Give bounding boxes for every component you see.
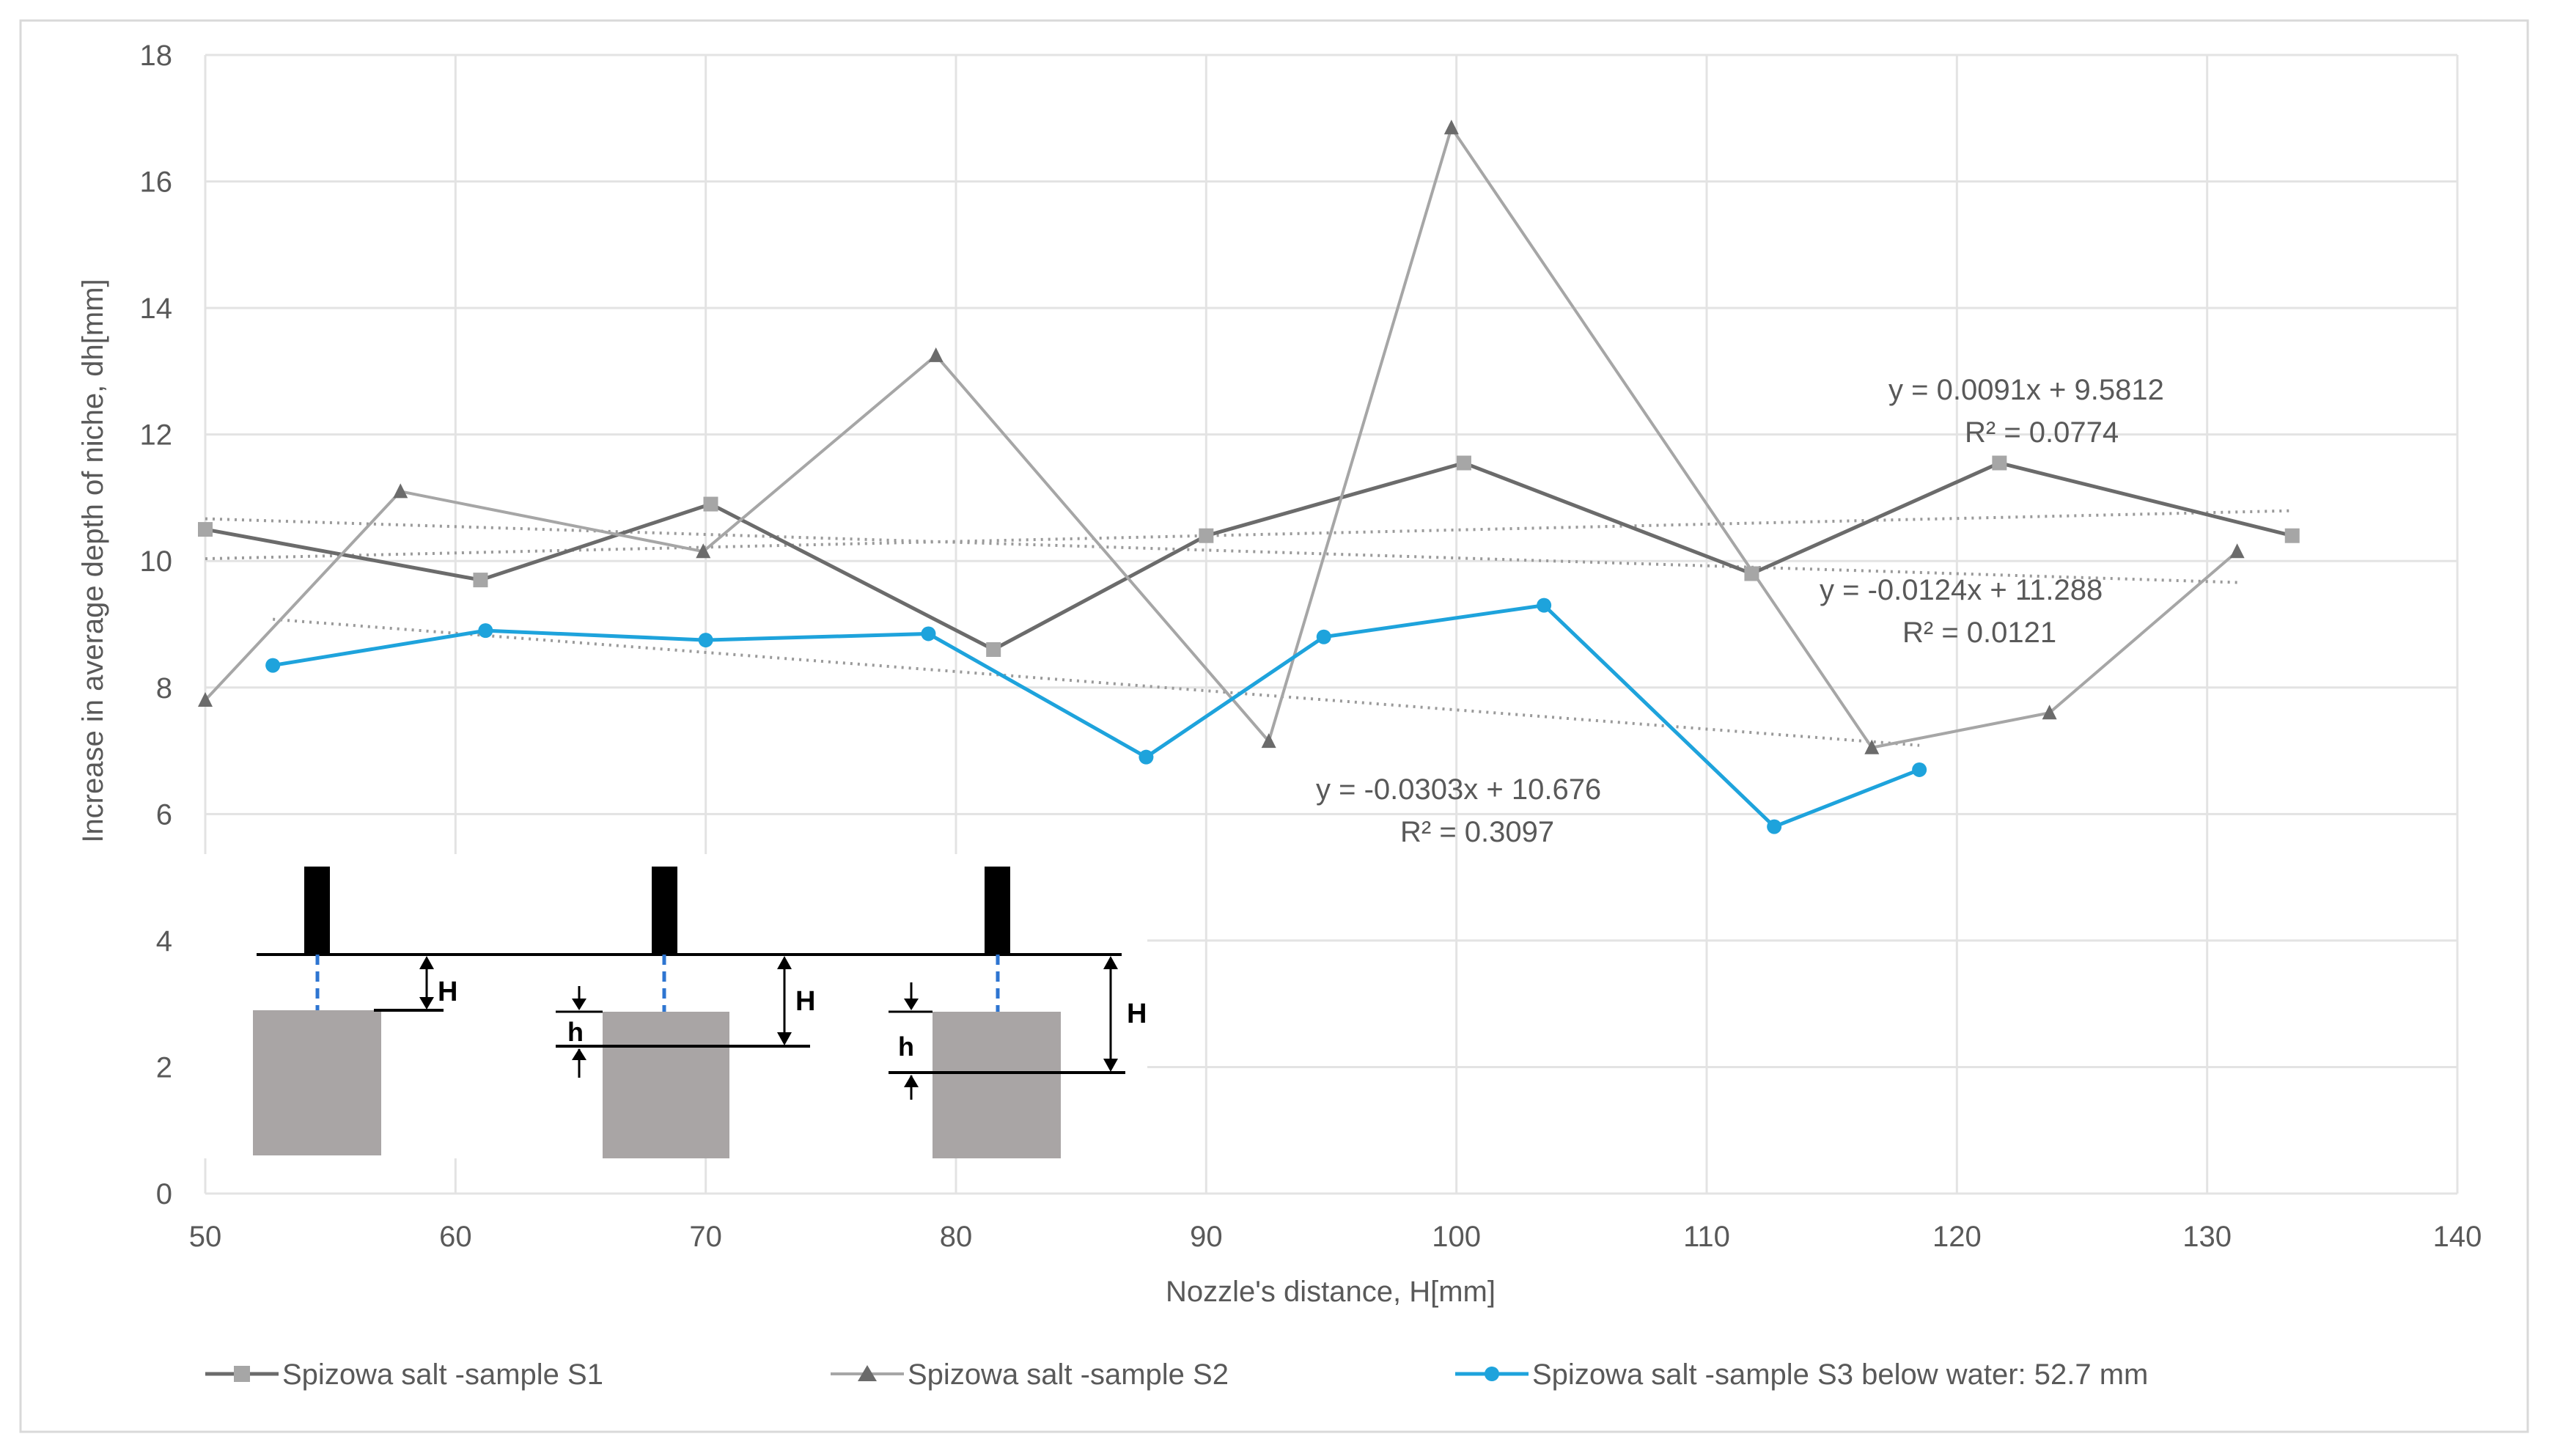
x-tick-label: 110 xyxy=(1683,1221,1730,1253)
x-axis-title: Nozzle's distance, H[mm] xyxy=(1166,1276,1496,1308)
x-tick-label: 140 xyxy=(2433,1221,2482,1253)
trend-s3-equation: y = -0.0303x + 10.676 xyxy=(1316,773,1601,806)
nozzle-1 xyxy=(304,867,330,955)
legend-label-s3: Spizowa salt -sample S3 below water: 52.… xyxy=(1532,1358,2148,1391)
legend-label-s2: Spizowa salt -sample S2 xyxy=(908,1358,1229,1391)
series-s2 xyxy=(198,120,2245,754)
arrow-down-icon xyxy=(572,999,586,1010)
arrow-down-icon xyxy=(1103,1059,1118,1072)
trendline-s2 xyxy=(205,517,2237,584)
data-point-s2[interactable] xyxy=(1261,733,1276,749)
trend-s2-r2: R² = 0.0121 xyxy=(1902,617,2056,649)
legend: Spizowa salt -sample S1 Spizowa salt -sa… xyxy=(205,1358,2148,1391)
arrow-up-icon xyxy=(419,956,434,969)
y-axis-title: Increase in average depth of niche, dh[m… xyxy=(77,279,109,842)
data-point-s3[interactable] xyxy=(1316,629,1331,644)
y-tick-label: 16 xyxy=(140,166,173,199)
y-tick-label: 18 xyxy=(140,40,173,72)
legend-marker-triangle-icon xyxy=(858,1365,877,1381)
x-tick-label: 130 xyxy=(2182,1221,2232,1253)
data-point-s1[interactable] xyxy=(986,642,1001,658)
data-point-s2[interactable] xyxy=(2229,543,2245,559)
arrow-up-icon xyxy=(777,956,792,969)
x-tick-label: 60 xyxy=(439,1221,472,1253)
label-h-3: h xyxy=(898,1032,914,1062)
y-tick-label: 12 xyxy=(140,419,173,452)
data-point-s2[interactable] xyxy=(198,692,213,707)
arrow-down-icon xyxy=(419,997,434,1010)
label-H-3: H xyxy=(1127,999,1147,1029)
x-tick-label: 50 xyxy=(189,1221,222,1253)
series-s3 xyxy=(265,598,1927,834)
salt-sample-2 xyxy=(603,1012,729,1158)
arrow-up-icon xyxy=(572,1048,586,1060)
trend-s1-equation: y = 0.0091x + 9.5812 xyxy=(1888,374,2164,406)
nozzle-2 xyxy=(652,867,677,955)
label-H-1: H xyxy=(438,977,457,1007)
legend-label-s1: Spizowa salt -sample S1 xyxy=(282,1358,603,1391)
data-point-s3[interactable] xyxy=(478,623,493,639)
arrow-down-icon xyxy=(904,999,919,1010)
y-tick-label: 0 xyxy=(156,1178,172,1210)
salt-sample-3 xyxy=(933,1012,1061,1158)
legend-item-s3[interactable]: Spizowa salt -sample S3 below water: 52.… xyxy=(1455,1358,2148,1391)
nozzle-schematic-diagram: H H h H h xyxy=(194,854,1147,1158)
label-h-2: h xyxy=(567,1017,584,1047)
x-tick-label: 80 xyxy=(940,1221,973,1253)
legend-marker-circle-icon xyxy=(1485,1367,1499,1381)
data-point-s1[interactable] xyxy=(1992,455,2007,471)
data-point-s2[interactable] xyxy=(1443,120,1459,135)
trend-s1-r2: R² = 0.0774 xyxy=(1965,416,2119,449)
data-point-s2[interactable] xyxy=(2042,705,2057,720)
y-tick-label: 14 xyxy=(140,293,173,325)
trendline-s1 xyxy=(205,509,2292,561)
y-tick-label: 4 xyxy=(156,925,172,957)
data-point-s2[interactable] xyxy=(928,347,944,362)
data-point-s2[interactable] xyxy=(696,543,711,559)
data-point-s3[interactable] xyxy=(1537,598,1552,613)
legend-item-s1[interactable]: Spizowa salt -sample S1 xyxy=(205,1358,603,1391)
data-point-s3[interactable] xyxy=(265,658,281,673)
x-tick-label: 90 xyxy=(1190,1221,1223,1253)
legend-item-s2[interactable]: Spizowa salt -sample S2 xyxy=(831,1358,1229,1391)
x-tick-label: 70 xyxy=(689,1221,722,1253)
data-point-s2[interactable] xyxy=(393,483,408,499)
data-point-s1[interactable] xyxy=(1456,455,1471,471)
data-point-s1[interactable] xyxy=(1199,528,1214,543)
series-layer xyxy=(198,120,2300,834)
y-tick-label: 8 xyxy=(156,672,172,705)
y-tick-label: 6 xyxy=(156,798,172,831)
arrow-up-icon xyxy=(904,1075,919,1087)
trend-s2-equation: y = -0.0124x + 11.288 xyxy=(1820,574,2103,606)
data-point-s1[interactable] xyxy=(703,496,718,512)
data-point-s1[interactable] xyxy=(473,573,488,588)
trend-s3-r2: R² = 0.3097 xyxy=(1400,816,1554,848)
data-point-s3[interactable] xyxy=(921,626,936,641)
data-point-s1[interactable] xyxy=(2284,528,2300,543)
label-H-2: H xyxy=(795,986,815,1017)
tick-label-layer: 0 2 4 6 8 10 12 14 16 18 50 60 70 80 90 100 110 120 130 140 xyxy=(140,40,2482,1253)
salt-sample-1 xyxy=(253,1010,381,1155)
y-tick-label: 10 xyxy=(140,545,173,578)
x-tick-label: 100 xyxy=(1432,1221,1481,1253)
data-point-s3[interactable] xyxy=(1139,749,1154,765)
arrow-up-icon xyxy=(1103,956,1118,969)
data-point-s3[interactable] xyxy=(698,633,713,648)
data-point-s3[interactable] xyxy=(1767,819,1782,834)
data-point-s3[interactable] xyxy=(1912,762,1927,777)
grid-layer xyxy=(204,54,2459,1195)
data-point-s2[interactable] xyxy=(1864,739,1880,754)
trendline-layer xyxy=(205,509,2292,747)
legend-marker-square-icon xyxy=(234,1366,250,1382)
nozzle-3 xyxy=(985,867,1010,955)
y-tick-label: 2 xyxy=(156,1051,172,1084)
arrow-down-icon xyxy=(777,1032,792,1045)
data-point-s1[interactable] xyxy=(198,522,213,537)
x-tick-label: 120 xyxy=(1932,1221,1982,1253)
